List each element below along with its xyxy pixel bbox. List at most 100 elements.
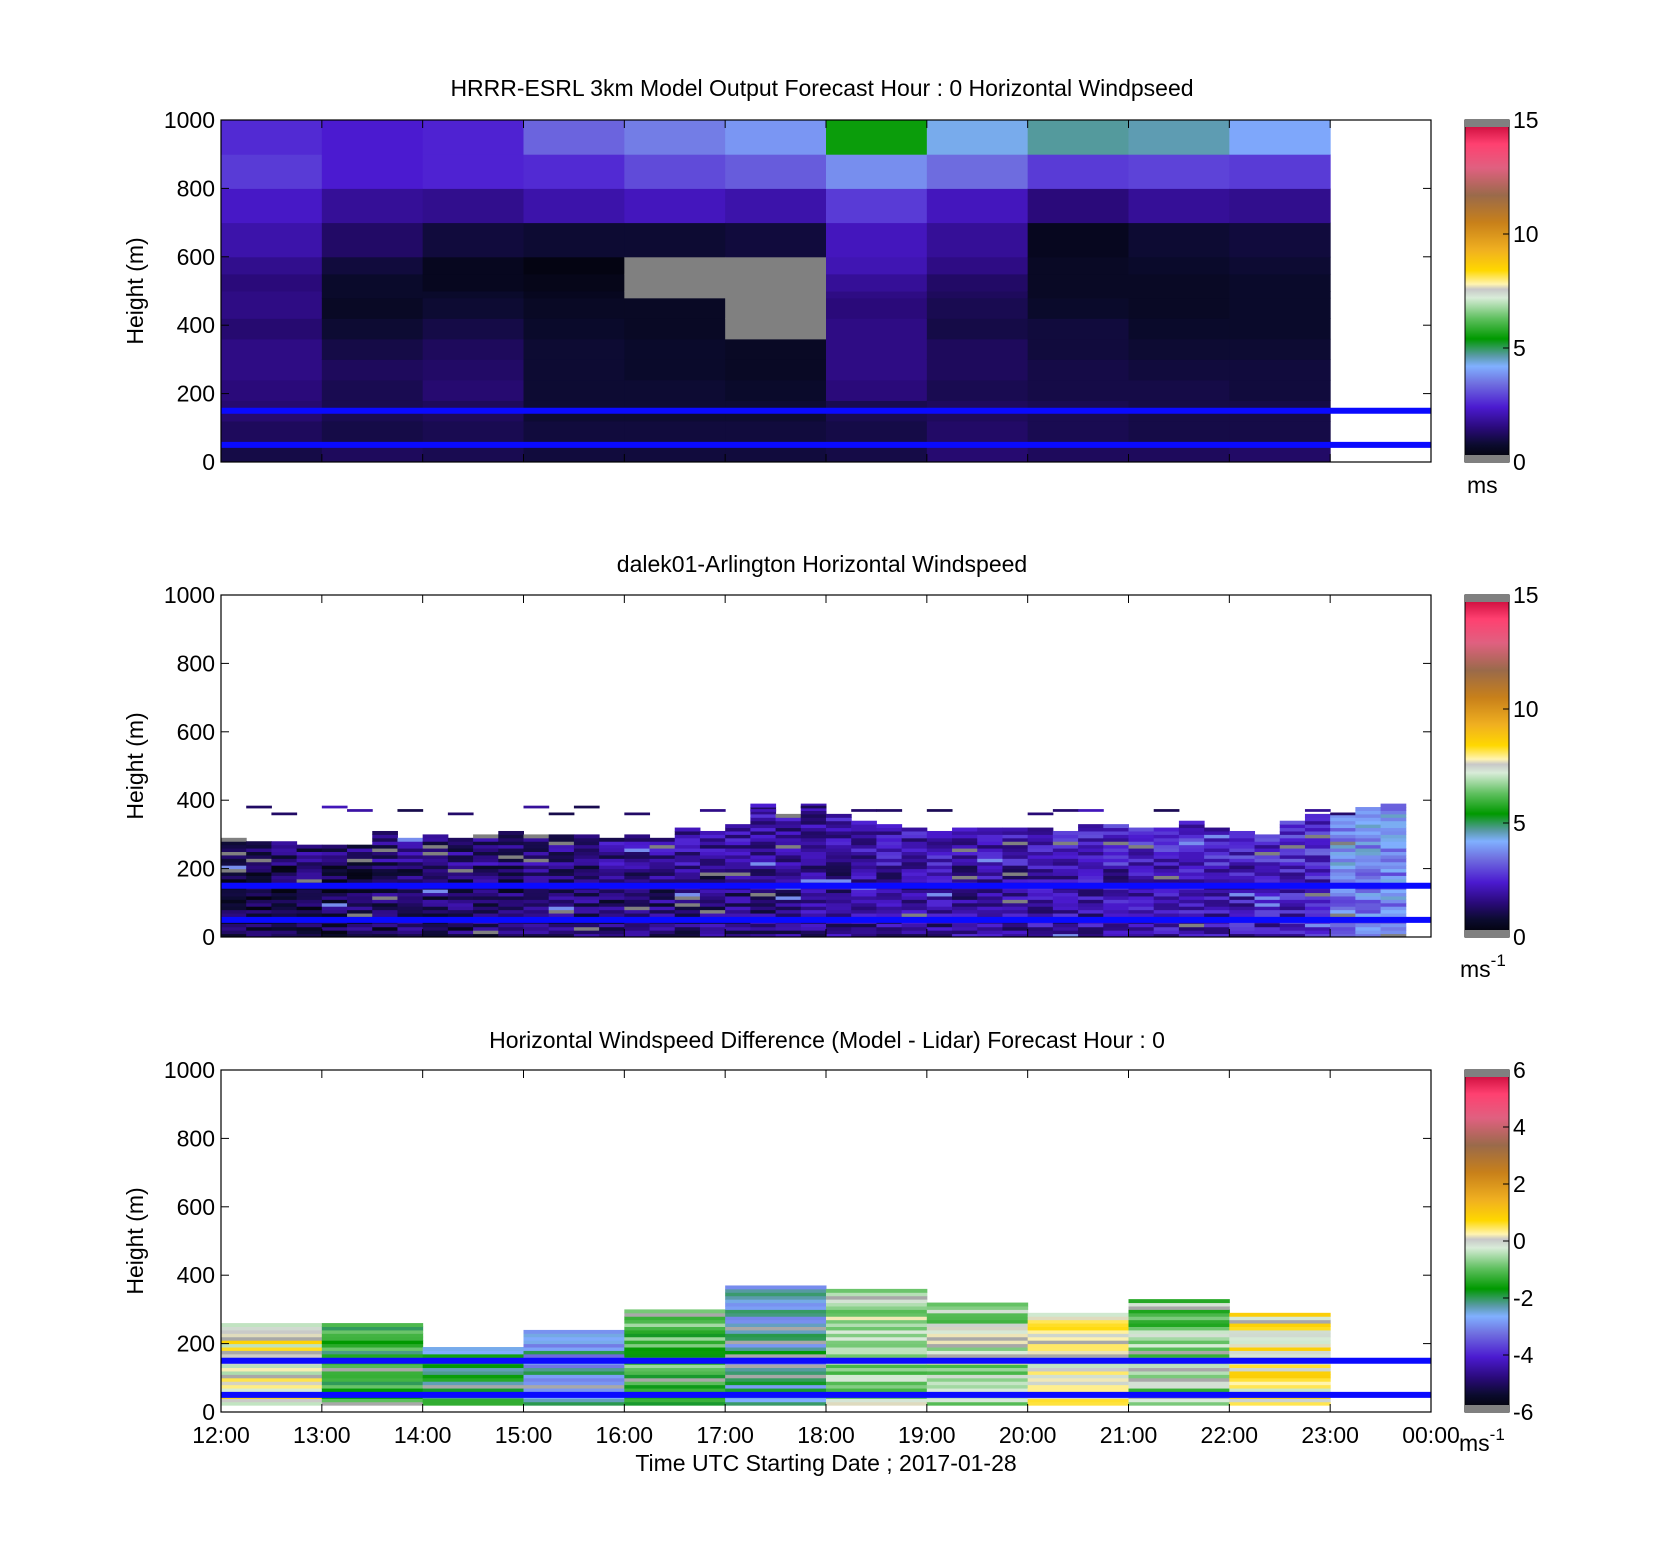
lidar-cell	[296, 848, 323, 852]
lidar-cell	[1330, 830, 1356, 835]
lidar-cell	[347, 889, 373, 894]
lidar-cell	[1103, 848, 1129, 852]
lidar-cell	[397, 858, 424, 863]
difference-cell	[1027, 1381, 1129, 1386]
lidar-cell	[977, 854, 1003, 859]
difference-cell	[624, 1367, 726, 1372]
lidar-cell	[321, 858, 348, 863]
lidar-cell	[372, 926, 398, 931]
model-cell	[1229, 291, 1331, 299]
lidar-cell	[397, 909, 424, 914]
lidar-cell	[750, 848, 777, 852]
lidar-cell	[1304, 830, 1331, 835]
model-cell	[926, 222, 1029, 258]
lidar-cell	[800, 865, 827, 870]
model-cell	[1229, 188, 1331, 224]
lidar-cell	[1355, 868, 1382, 873]
lidar-cell	[851, 834, 877, 839]
difference-cell	[321, 1353, 424, 1358]
lidar-cell	[548, 913, 575, 917]
lidar-cell	[347, 875, 373, 880]
lidar-cell	[1002, 844, 1029, 849]
lidar-cell	[775, 817, 802, 822]
lidar-cell	[1279, 895, 1306, 900]
lidar-cell	[1078, 889, 1104, 894]
lidar-cell	[473, 889, 499, 894]
model-cell	[321, 359, 424, 381]
lidar-cell	[473, 899, 499, 904]
difference-cell	[321, 1384, 424, 1389]
lidar-cell	[952, 827, 978, 832]
lidar-cell	[548, 812, 575, 816]
lidar-cell	[347, 899, 373, 904]
lidar-cell	[901, 923, 928, 928]
lidar-cell	[422, 841, 449, 846]
lidar-cell	[1027, 899, 1054, 904]
lidar-cell	[1304, 899, 1331, 904]
lidar-cell	[952, 872, 978, 876]
lidar-cell	[624, 892, 651, 897]
lidar-cell	[624, 861, 651, 866]
lidar-cell	[296, 933, 323, 938]
lidar-cell	[296, 906, 323, 911]
lidar-cell	[372, 858, 398, 863]
lidar-cell	[775, 913, 802, 917]
difference-cell	[725, 1333, 827, 1338]
difference-cell	[1128, 1312, 1230, 1317]
lidar-cell	[473, 837, 499, 842]
lidar-cell	[447, 848, 474, 852]
lidar-cell	[876, 926, 903, 931]
difference-cell	[221, 1384, 323, 1389]
lidar-cell	[876, 834, 903, 839]
lidar-cell	[246, 926, 272, 931]
difference-cell	[1027, 1364, 1129, 1369]
difference-cell	[1128, 1364, 1230, 1369]
lidar-cell	[372, 848, 398, 852]
model-cell	[725, 120, 827, 155]
lidar-cell	[1355, 878, 1382, 883]
lidar-cell	[699, 899, 726, 904]
lidar-cell	[1078, 837, 1104, 842]
difference-cell	[725, 1285, 827, 1290]
lidar-cell	[397, 926, 424, 931]
lidar-cell	[725, 837, 751, 842]
difference-cell	[826, 1367, 928, 1372]
lidar-cell	[826, 875, 852, 880]
difference-cell	[624, 1326, 726, 1331]
lidar-cell	[1330, 824, 1356, 829]
lidar-cell	[649, 878, 676, 883]
lidar-cell	[321, 865, 348, 870]
lidar-cell	[1355, 807, 1382, 811]
lidar-cell	[296, 923, 323, 928]
lidar-cell	[246, 923, 272, 928]
lidar-cell	[926, 895, 953, 900]
lidar-cell	[699, 861, 726, 866]
difference-cell	[1027, 1329, 1129, 1334]
lidar-reference-lines	[221, 882, 1431, 923]
difference-cell	[221, 1350, 323, 1355]
difference-cell	[926, 1398, 1029, 1403]
difference-cell	[1027, 1374, 1129, 1379]
lidar-cell	[926, 906, 953, 911]
lidar-cell	[1330, 875, 1356, 880]
lidar-cell	[347, 923, 373, 928]
lidar-cell	[246, 868, 272, 873]
lidar-cell	[447, 923, 474, 928]
lidar-cell	[952, 909, 978, 914]
lidar-cell	[1304, 902, 1331, 907]
lidar-cell	[876, 923, 903, 928]
lidar-cell	[775, 841, 802, 846]
lidar-cell	[1229, 895, 1256, 900]
lidar-cell	[1178, 861, 1205, 866]
lidar-cell	[1027, 902, 1054, 907]
lidar-cell	[901, 837, 928, 842]
lidar-cell	[1229, 848, 1256, 852]
lidar-cell	[1204, 868, 1230, 873]
lidar-cell	[826, 909, 852, 914]
lidar-cell	[1002, 872, 1029, 876]
model-cell	[1128, 297, 1230, 319]
model-cell	[422, 338, 524, 360]
lidar-cell	[649, 930, 676, 935]
lidar-cell	[624, 851, 651, 856]
